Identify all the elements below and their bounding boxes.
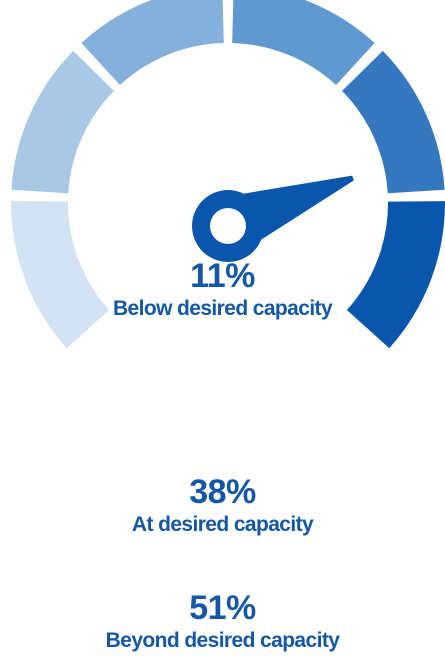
gauge-needle-hub-hole [210, 208, 246, 244]
stat-value-at: 38% [189, 473, 256, 511]
stat-beyond-capacity: 51% Beyond desired capacity [0, 590, 445, 654]
stat-value-below: 11% [190, 257, 255, 295]
gauge-segment-3 [81, 0, 224, 86]
gauge-segment-1 [10, 201, 110, 349]
capacity-gauge [10, 0, 445, 349]
stat-label-at: At desired capacity [131, 513, 314, 536]
stat-value-beyond: 51% [189, 589, 256, 627]
gauge-segment-6 [346, 201, 445, 349]
gauge-segment-5 [342, 50, 445, 194]
gauge-segment-2 [11, 50, 114, 194]
gauge-segments [10, 0, 445, 349]
stat-at-capacity: 38% At desired capacity [0, 474, 445, 538]
stat-label-beyond: Beyond desired capacity [105, 629, 340, 652]
gauge-segment-4 [232, 0, 375, 86]
stat-below-capacity: 11% Below desired capacity [0, 258, 445, 322]
stat-label-below: Below desired capacity [112, 297, 333, 320]
gauge-needle [192, 175, 354, 262]
